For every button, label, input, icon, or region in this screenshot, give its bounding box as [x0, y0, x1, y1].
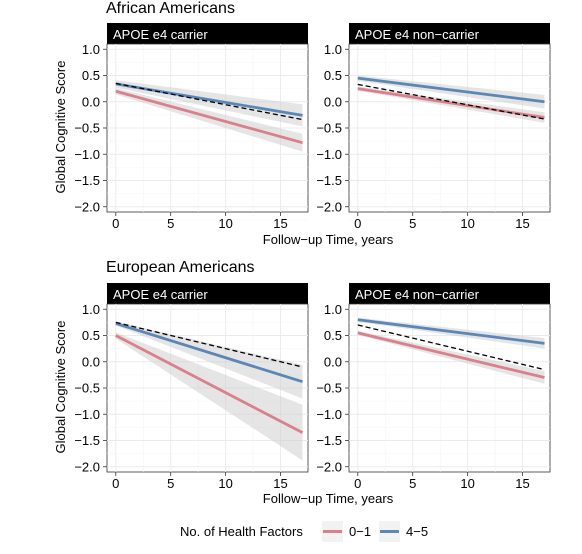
- y-tick-label: −0.5: [74, 121, 100, 136]
- x-tick-label: 10: [460, 476, 474, 491]
- y-tick-label: 0.5: [82, 68, 100, 83]
- panel-r0c1: APOE e4 non−carrier 0 5 10 15 1.0 0.5 0.0 −0.5 −1…: [316, 23, 551, 231]
- group-title-african-americans: African Americans: [106, 0, 235, 17]
- panel-title: APOE e4 carrier: [113, 287, 208, 302]
- x-tick-label: 15: [273, 216, 287, 231]
- x-tick-label: 15: [515, 476, 529, 491]
- y-tick-label: 1.0: [82, 42, 100, 57]
- y-tick-label: 0.5: [324, 68, 342, 83]
- y-tick-label: −0.5: [74, 381, 100, 396]
- y-tick-label: −1.0: [74, 407, 100, 422]
- series-line-high: [357, 318, 545, 345]
- panel-title: APOE e4 non−carrier: [355, 27, 480, 42]
- panel-strip: [349, 283, 550, 304]
- x-axis-label-bottom: Follow−up Time, years: [263, 491, 394, 506]
- panel-r1c0: APOE e4 carrier 0 5 10 15 1.0 0.5 0.0 −0.5 −1.0 −1…: [74, 283, 309, 491]
- y-tick-label: 1.0: [324, 42, 342, 57]
- panel-strip: [349, 23, 550, 44]
- legend: No. of Health Factors 0−1 4−5: [180, 521, 428, 542]
- y-tick-label: −1.5: [74, 433, 100, 448]
- y-tick-label: −1.5: [316, 173, 342, 188]
- panels: APOE e4 carrier 0 5 10 15 1.0 0.5 0.0 −0.5 −1.0 −1…: [74, 23, 551, 491]
- y-tick-label: 1.0: [324, 302, 342, 317]
- y-tick-label: −1.5: [74, 173, 100, 188]
- x-tick-label: 0: [112, 216, 119, 231]
- panel-r1c1: APOE e4 non−carrier 0 5 10 15 1.0 0.5 0.0 −0.5 −1…: [316, 283, 551, 491]
- x-tick-label: 5: [409, 216, 416, 231]
- y-tick-label: −1.0: [316, 407, 342, 422]
- series-line-high: [115, 322, 303, 384]
- y-axis-label-top: Global Cognitive Score: [53, 61, 68, 194]
- x-tick-label: 10: [218, 216, 232, 231]
- legend-title: No. of Health Factors: [180, 524, 303, 539]
- y-tick-label: −0.5: [316, 121, 342, 136]
- x-tick-label: 0: [354, 476, 361, 491]
- x-axis-label-top: Follow−up Time, years: [263, 232, 394, 247]
- panel-title: APOE e4 carrier: [113, 27, 208, 42]
- y-tick-label: −1.0: [316, 147, 342, 162]
- x-tick-label: 0: [112, 476, 119, 491]
- ci-band-low: [115, 332, 303, 461]
- series-line-high: [357, 76, 545, 104]
- series-line-low: [115, 89, 303, 145]
- series-line-low: [115, 334, 304, 434]
- x-tick-label: 5: [409, 476, 416, 491]
- series-line-high: [115, 82, 303, 117]
- y-tick-label: −1.0: [74, 147, 100, 162]
- panel-title: APOE e4 non−carrier: [355, 287, 480, 302]
- y-tick-label: −2.0: [316, 459, 342, 474]
- y-axis-label-bottom: Global Cognitive Score: [53, 321, 68, 454]
- legend-label-high: 4−5: [406, 524, 428, 539]
- panel-r0c0: APOE e4 carrier 0 5 10 15 1.0 0.5 0.0 −0.5 −1.0 −1…: [74, 23, 309, 231]
- panel-strip: [107, 283, 308, 304]
- y-tick-label: −2.0: [74, 459, 100, 474]
- x-tick-label: 10: [460, 216, 474, 231]
- ci-band-high: [115, 321, 303, 399]
- group-title-european-americans: European Americans: [106, 259, 255, 276]
- x-tick-label: 10: [218, 476, 232, 491]
- series-line-low: [357, 87, 545, 119]
- x-tick-label: 15: [515, 216, 529, 231]
- y-tick-label: 0.5: [82, 328, 100, 343]
- y-tick-label: 0.0: [324, 354, 342, 369]
- y-tick-label: 0.5: [324, 328, 342, 343]
- x-tick-label: 5: [167, 216, 174, 231]
- y-tick-label: −2.0: [74, 199, 100, 214]
- x-tick-label: 5: [167, 476, 174, 491]
- y-tick-label: 1.0: [82, 302, 100, 317]
- y-tick-label: −0.5: [316, 381, 342, 396]
- panel-strip: [107, 23, 308, 44]
- y-tick-label: 0.0: [82, 354, 100, 369]
- y-tick-label: −2.0: [316, 199, 342, 214]
- series-line-low: [357, 331, 545, 379]
- y-tick-label: 0.0: [82, 94, 100, 109]
- x-tick-label: 0: [354, 216, 361, 231]
- y-tick-label: 0.0: [324, 94, 342, 109]
- x-tick-label: 15: [273, 476, 287, 491]
- y-tick-label: −1.5: [316, 433, 342, 448]
- legend-label-low: 0−1: [349, 524, 371, 539]
